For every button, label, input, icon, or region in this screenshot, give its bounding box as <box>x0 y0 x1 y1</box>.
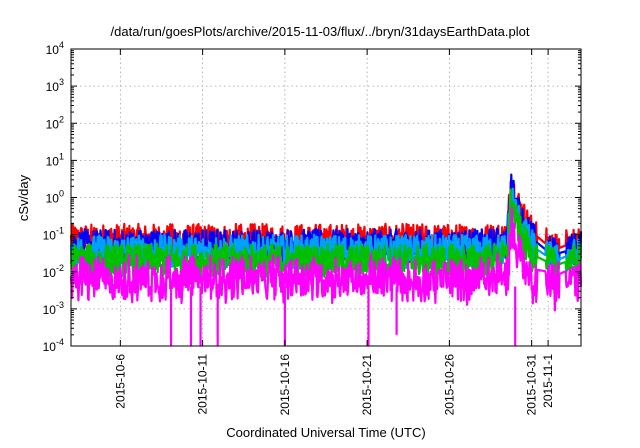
y-tick-label: 103 <box>46 77 64 94</box>
y-axis: 10-4 10-3 10-2 10-1 100 101 102 103 104 <box>43 40 581 354</box>
y-tick-label: 10-2 <box>43 263 64 280</box>
y-tick-label: 100 <box>46 189 64 206</box>
y-axis-label: cSv/day <box>16 174 31 221</box>
chart-title: /data/run/goesPlots/archive/2015-11-03/f… <box>111 24 530 39</box>
x-tick-label: 2015-10-11 <box>196 354 210 415</box>
dip-group <box>169 286 517 346</box>
series-group <box>69 173 583 312</box>
y-tick-label: 101 <box>46 151 64 168</box>
x-axis-label: Coordinated Universal Time (UTC) <box>226 425 425 440</box>
x-tick-label: 2015-10-26 <box>442 354 456 416</box>
y-tick-label: 102 <box>46 114 64 131</box>
x-tick-label: 2015-10-31 <box>525 354 539 416</box>
y-tick-label: 10-3 <box>43 300 64 317</box>
x-axis: 2015-10-6 2015-10-11 2015-10-16 2015-10-21 2… <box>113 49 555 415</box>
x-tick-label: 2015-10-21 <box>360 354 374 416</box>
y-tick-label: 10-1 <box>43 226 64 243</box>
y-tick-label: 10-4 <box>43 337 64 354</box>
x-tick-label: 2015-10-6 <box>113 354 127 409</box>
y-tick-label: 104 <box>46 40 64 57</box>
x-tick-label: 2015-10-16 <box>278 354 292 416</box>
grid <box>71 49 581 346</box>
series-line <box>69 206 583 312</box>
x-tick-label: 2015-11-1 <box>541 354 555 408</box>
